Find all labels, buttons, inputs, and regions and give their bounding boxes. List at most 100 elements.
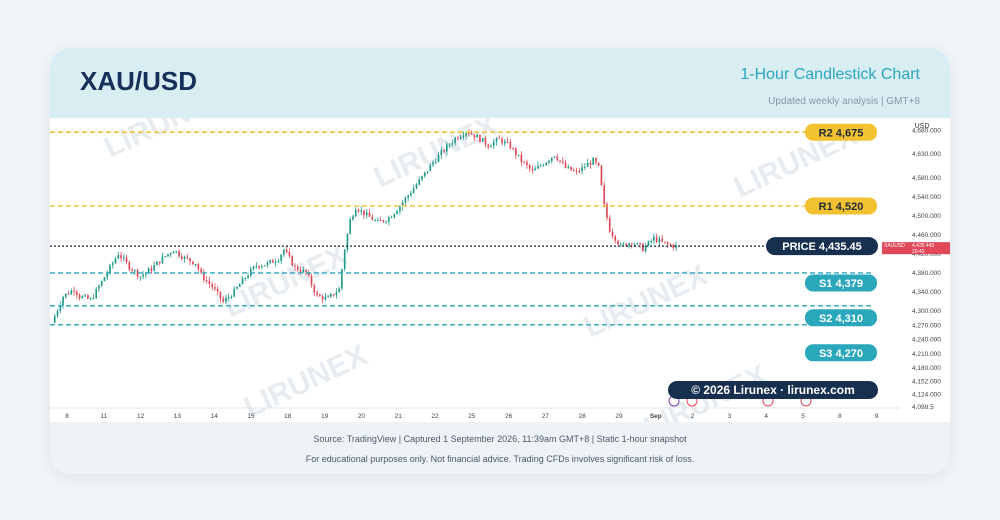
- candle-body: [280, 254, 282, 261]
- candle-body: [164, 256, 167, 258]
- level-label-r2: R2 4,675: [819, 127, 864, 139]
- candle-body: [70, 290, 73, 295]
- candle-body: [581, 166, 583, 172]
- candle-body: [390, 217, 393, 219]
- candle-body: [288, 251, 291, 257]
- candle-body: [506, 141, 509, 143]
- watermark-text: LIRUNEX: [239, 339, 372, 422]
- candle-body: [316, 292, 318, 295]
- candle-body: [225, 297, 227, 302]
- x-tick-label: 3: [728, 413, 732, 420]
- candle-body: [343, 249, 346, 270]
- candle-body: [327, 296, 329, 298]
- candle-body: [106, 273, 109, 278]
- candle-body: [457, 137, 459, 139]
- candle-body: [200, 269, 202, 273]
- candle-body: [258, 265, 260, 268]
- candle-body: [642, 244, 644, 252]
- candle-body: [393, 213, 396, 218]
- candle-body: [462, 135, 465, 137]
- candle-body: [122, 257, 125, 259]
- candle-body: [589, 162, 592, 165]
- candle-body: [302, 269, 305, 273]
- candle-body: [189, 258, 191, 262]
- candle-body: [440, 150, 443, 155]
- source-note: Source: TradingView | Captured 1 Septemb…: [313, 434, 687, 444]
- candle-body: [603, 185, 606, 204]
- candle-body: [109, 265, 111, 274]
- watermark-text: LIRUNEX: [579, 259, 712, 345]
- x-tick-label: 4: [764, 413, 768, 420]
- candle-body: [487, 144, 490, 148]
- candle-body: [81, 296, 84, 299]
- candle-body: [498, 138, 501, 140]
- candle-body: [415, 184, 418, 189]
- candle-body: [633, 244, 636, 246]
- candle-body: [294, 265, 296, 267]
- candle-body: [236, 286, 238, 289]
- page-title: XAU/USD: [80, 66, 198, 96]
- candle-body: [437, 154, 440, 162]
- candle-body: [62, 296, 64, 306]
- x-tick-label: 15: [247, 413, 255, 420]
- x-tick-label: 27: [542, 413, 550, 420]
- candle-body: [539, 165, 542, 167]
- candle-body: [172, 251, 175, 254]
- y-tick-label: 4,240.000: [912, 337, 941, 344]
- candle-body: [661, 238, 664, 242]
- candle-body: [636, 243, 639, 245]
- candle-body: [183, 256, 186, 259]
- candle-body: [404, 197, 407, 203]
- candle-body: [382, 220, 385, 222]
- copyright-badge: [668, 381, 878, 399]
- candle-body: [255, 265, 258, 267]
- candle-body: [418, 179, 421, 185]
- candle-body: [158, 261, 161, 264]
- candle-body: [617, 240, 619, 245]
- candle-body: [575, 170, 578, 172]
- copyright-text: © 2026 Lirunex · lirunex.com: [691, 383, 855, 397]
- candle-body: [388, 217, 390, 222]
- header: XAU/USD 1-Hour Candlestick Chart Updated…: [50, 48, 950, 118]
- candle-body: [578, 171, 581, 173]
- chart-area: LIRUNEX LIRUNEX LIRUNEX LIRUNEX LIRUNEX LIRUN…: [50, 79, 950, 444]
- candle-body: [639, 243, 641, 245]
- level-label-s1: S1 4,379: [819, 278, 863, 290]
- candle-body: [330, 294, 332, 297]
- candle-body: [285, 249, 288, 252]
- candle-body: [161, 256, 164, 264]
- candle-body: [167, 254, 169, 257]
- current-price-label: PRICE 4,435.45: [782, 241, 862, 253]
- candle-body: [470, 133, 473, 135]
- y-tick-label: 4,124.000: [912, 392, 941, 399]
- candle-body: [597, 162, 600, 166]
- candle-body: [142, 274, 144, 277]
- chart-card: XAU/USD 1-Hour Candlestick Chart Updated…: [50, 48, 950, 474]
- candle-body: [553, 156, 556, 158]
- candle-body: [517, 154, 520, 156]
- x-tick-label: 25: [468, 413, 476, 420]
- candle-body: [346, 234, 349, 250]
- candle-body: [313, 285, 316, 293]
- candle-body: [321, 296, 324, 300]
- candle-body: [567, 166, 570, 168]
- x-tick-label: 12: [137, 413, 145, 420]
- candle-body: [653, 236, 655, 241]
- candle-body: [53, 315, 56, 323]
- candle-body: [219, 291, 222, 299]
- candle-body: [357, 209, 360, 212]
- candle-body: [222, 298, 225, 302]
- watermark-text: LIRUNEX: [219, 239, 352, 325]
- candle-body: [111, 263, 114, 266]
- candle-body: [531, 168, 534, 171]
- candle-body: [448, 144, 451, 146]
- candle-body: [526, 162, 528, 166]
- candle-body: [669, 244, 672, 246]
- candle-body: [672, 244, 675, 248]
- candle-body: [446, 144, 448, 152]
- candle-body: [401, 202, 404, 207]
- y-tick-label: 4,270.000: [912, 322, 941, 329]
- x-tick-label: 29: [615, 413, 623, 420]
- candle-body: [396, 211, 398, 214]
